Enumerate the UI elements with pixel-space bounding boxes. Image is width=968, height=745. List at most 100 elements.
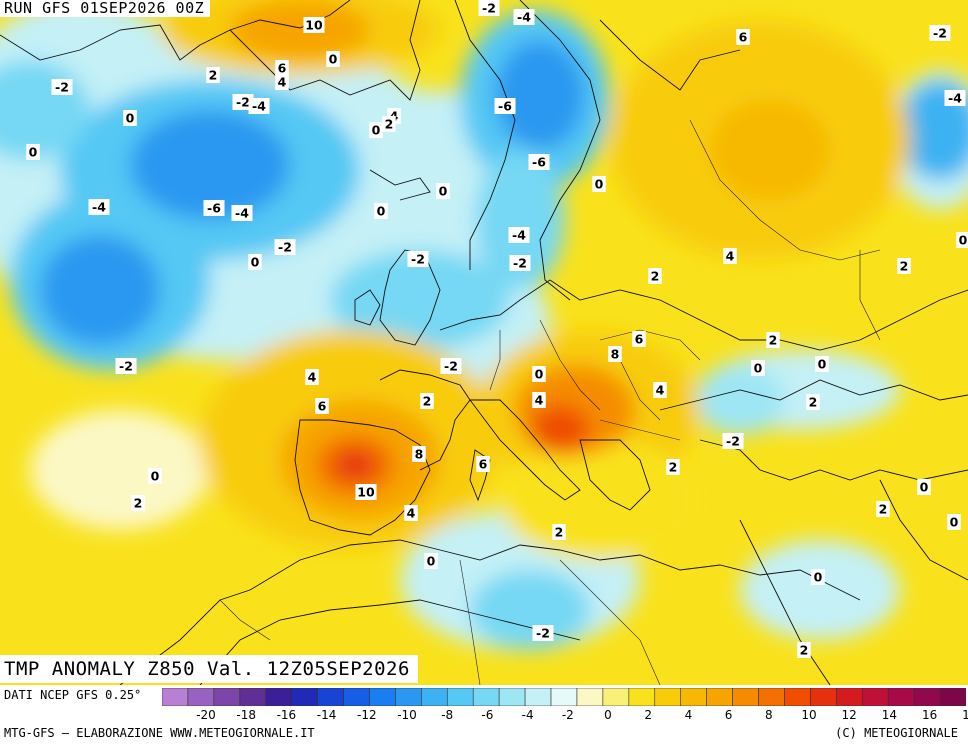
- contour-label: 0: [374, 203, 388, 219]
- contour-label-text: -2: [411, 252, 425, 267]
- contour-label: -2: [532, 625, 554, 641]
- contour-label: 2: [420, 393, 434, 409]
- contour-label-background: [532, 625, 554, 641]
- contour-label-background: [369, 122, 383, 138]
- contour-label-text: -2: [55, 80, 69, 95]
- color-scale-cell: [680, 688, 707, 706]
- contour-label-text: 2: [555, 525, 564, 540]
- anomaly-contour-labels: 10-2-46-20642-2-2-4-6-404200-600-4-6-40-…: [26, 0, 968, 658]
- contour-label: 0: [26, 144, 40, 160]
- contour-label-background: [248, 254, 262, 270]
- color-scale-cell: [162, 688, 189, 706]
- contour-label-text: -4: [252, 99, 266, 114]
- color-scale-tick: 4: [684, 708, 693, 722]
- contour-label-text: 0: [372, 123, 381, 138]
- color-scale-tick: -12: [356, 708, 377, 722]
- color-scale-cell: [187, 688, 215, 706]
- anomaly-shading: [0, 0, 968, 650]
- contour-label-text: 0: [920, 480, 929, 495]
- contour-label: -4: [231, 205, 253, 221]
- color-scale-cell: [602, 688, 630, 706]
- credit-right: (C) METEOGIORNALE: [835, 726, 958, 740]
- contour-label: -4: [88, 199, 110, 215]
- color-scale-cell: [913, 688, 941, 706]
- contour-label-background: [608, 346, 622, 362]
- contour-label: 4: [723, 248, 737, 264]
- contour-label: 6: [736, 29, 750, 45]
- contour-label-background: [956, 232, 968, 248]
- color-scale-tick: -8: [441, 708, 454, 722]
- contour-label: 0: [956, 232, 968, 248]
- contour-label-text: -2: [119, 359, 133, 374]
- contour-label: 0: [369, 122, 383, 138]
- contour-label-text: 6: [318, 399, 327, 414]
- color-scale-cell: [628, 688, 656, 706]
- contour-label-text: 10: [305, 18, 323, 33]
- contour-label-background: [420, 393, 434, 409]
- contour-label-text: 10: [357, 485, 375, 500]
- contour-label-text: 0: [427, 554, 436, 569]
- contour-label-text: 6: [739, 30, 748, 45]
- contour-label-background: [897, 258, 911, 274]
- color-scale-cell: [784, 688, 811, 706]
- contour-label: -2: [407, 251, 429, 267]
- contour-label-text: 2: [809, 395, 818, 410]
- contour-label-text: 4: [278, 75, 287, 90]
- color-scale-tick: 16: [921, 708, 938, 722]
- color-scale-tick: 0: [604, 708, 612, 722]
- contour-label-text: 4: [407, 506, 416, 521]
- contour-label-background: [736, 29, 750, 45]
- contour-label-background: [374, 203, 388, 219]
- contour-label-background: [115, 358, 137, 374]
- contour-label-background: [424, 553, 438, 569]
- map-title: TMP ANOMALY Z850 Val. 12Z05SEP2026: [0, 655, 418, 683]
- contour-label-background: [722, 433, 744, 449]
- contour-label-background: [532, 392, 546, 408]
- contour-label-background: [275, 60, 289, 76]
- contour-label: 8: [608, 346, 622, 362]
- contour-label: 2: [552, 524, 566, 540]
- color-scale-cell: [421, 688, 448, 706]
- contour-label: -6: [494, 98, 516, 114]
- color-scale-tick: 6: [724, 708, 733, 722]
- contour-label: -6: [203, 200, 225, 216]
- contour-label-text: 0: [29, 145, 38, 160]
- contour-label-text: 0: [251, 255, 260, 270]
- contour-label-text: 6: [278, 61, 287, 76]
- contour-label-background: [532, 366, 546, 382]
- contour-label-text: 8: [611, 347, 620, 362]
- contour-label-text: -4: [517, 10, 531, 25]
- contour-label-background: [51, 79, 73, 95]
- color-scale-cell: [213, 688, 241, 706]
- contour-label: 6: [632, 331, 646, 347]
- contour-label-background: [648, 268, 662, 284]
- contour-label-text: 0: [959, 233, 968, 248]
- contour-label: -6: [528, 154, 550, 170]
- color-scale-cell: [395, 688, 422, 706]
- contour-label-background: [811, 569, 825, 585]
- color-scale-cell: [836, 688, 863, 706]
- contour-label-text: -6: [532, 155, 546, 170]
- contour-label-background: [513, 9, 535, 25]
- contour-label-text: 2: [385, 117, 394, 132]
- color-scale-bar: [162, 688, 966, 706]
- contour-label-background: [148, 468, 162, 484]
- contour-label: 10: [355, 484, 377, 500]
- contour-label-background: [592, 176, 606, 192]
- contour-label: 2: [648, 268, 662, 284]
- contour-label-text: 4: [656, 383, 665, 398]
- color-scale-tick: -14: [316, 708, 337, 722]
- credit-left: MTG-GFS — ELABORAZIONE WWW.METEOGIORNALE…: [4, 726, 315, 740]
- borders: [219, 119, 881, 685]
- color-scale-cell: [369, 688, 396, 706]
- contour-label: -2: [274, 239, 296, 255]
- contour-label-text: 2: [423, 394, 432, 409]
- contour-label-text: -2: [236, 95, 250, 110]
- contour-label-background: [275, 74, 289, 90]
- contour-label-text: 2: [651, 269, 660, 284]
- data-source-label: DATI NCEP GFS 0.25°: [4, 688, 142, 702]
- contour-label-background: [404, 505, 418, 521]
- contour-label-text: -4: [92, 200, 106, 215]
- contour-label: -2: [440, 358, 462, 374]
